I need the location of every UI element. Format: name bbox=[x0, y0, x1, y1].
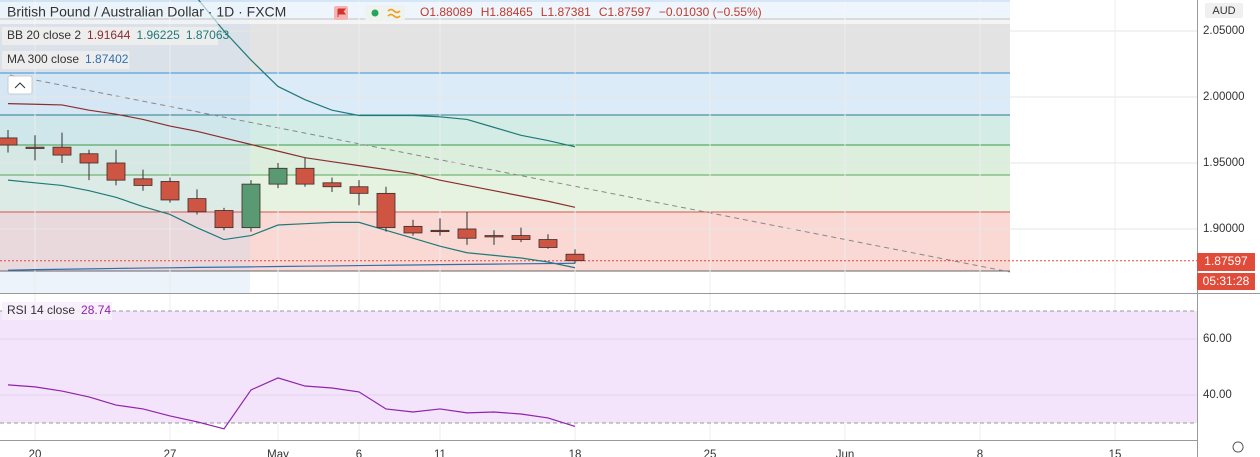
candle-body bbox=[511, 235, 531, 240]
candle-body bbox=[79, 153, 99, 164]
legend-box bbox=[2, 51, 130, 69]
settings-icon[interactable] bbox=[1232, 441, 1244, 453]
candle-body bbox=[538, 239, 558, 248]
x-tick-label: 25 bbox=[704, 449, 717, 457]
collapse-box[interactable] bbox=[7, 75, 33, 95]
indicator-reading: 1.87402 bbox=[85, 52, 129, 66]
market-open-dot bbox=[371, 9, 379, 17]
candle-body bbox=[430, 229, 450, 233]
rsi-reading: 28.74 bbox=[81, 303, 111, 317]
candle-body bbox=[187, 198, 207, 213]
indicator-reading: 1.96225 bbox=[136, 28, 180, 42]
x-tick-label: 11 bbox=[434, 449, 446, 457]
x-tick-label: 15 bbox=[1109, 449, 1122, 457]
x-tick-label: 8 bbox=[977, 449, 983, 457]
x-tick-label: 18 bbox=[569, 449, 582, 457]
legend-box bbox=[2, 302, 113, 320]
ohlc-value: H1.88465 bbox=[481, 5, 533, 19]
status-icons bbox=[365, 5, 405, 21]
indicator-line bbox=[197, 0, 576, 148]
indicator-legend: BB 20 close 2 1.91644 1.96225 1.87063 bbox=[7, 28, 230, 42]
ohlc-value: O1.88089 bbox=[420, 5, 473, 19]
indicator-line bbox=[7, 103, 576, 208]
x-tick-label: 27 bbox=[164, 449, 177, 457]
candle-body bbox=[268, 167, 288, 185]
axis: 1.90000 1.95000 2.00000 2.05000 20 27 May 6 11 18… bbox=[29, 25, 1245, 457]
indicator-reading: 1.87063 bbox=[186, 28, 230, 42]
indicator-reading: 1.91644 bbox=[87, 28, 131, 42]
ohlc-value: L1.87381 bbox=[541, 5, 591, 19]
countdown-box bbox=[1197, 273, 1255, 290]
candle-body bbox=[160, 181, 180, 201]
rsi-pane bbox=[0, 310, 1197, 430]
collapse-button[interactable] bbox=[7, 75, 33, 95]
rsi-band bbox=[0, 311, 1197, 423]
delay-icon bbox=[387, 8, 401, 19]
ohlc: O1.88089 H1.88465 L1.87381 C1.87597 −0.01030… bbox=[420, 5, 762, 19]
ohlc-value: C1.87597 bbox=[599, 5, 651, 19]
symbol: British Pound / Australian Dollar · 1D ·… bbox=[7, 4, 286, 20]
candle-body bbox=[484, 235, 504, 238]
candle-body bbox=[241, 183, 261, 229]
last-price-box bbox=[1197, 253, 1255, 271]
indicator-label: BB 20 close 2 bbox=[7, 28, 81, 42]
y-tick-label: 2.00000 bbox=[1203, 91, 1245, 103]
y-tick-label: 2.05000 bbox=[1203, 25, 1245, 37]
countdown: 05:31:28 bbox=[1203, 274, 1250, 288]
candle-body bbox=[565, 253, 585, 262]
candle-body bbox=[295, 167, 315, 185]
candle-body bbox=[403, 225, 423, 234]
candle-body bbox=[0, 137, 18, 146]
currency: AUD bbox=[1212, 5, 1235, 17]
last-price: 1.87597 bbox=[1204, 254, 1248, 268]
collapse-arrow bbox=[14, 82, 26, 89]
x-tick-label: 20 bbox=[29, 449, 42, 457]
rsi-legend: RSI 14 close 28.74 bbox=[7, 303, 111, 317]
candle-body bbox=[322, 182, 342, 188]
y-tick-label: 60.00 bbox=[1203, 333, 1232, 345]
legends: BB 20 close 2 1.91644 1.96225 1.87063 MA 300… bbox=[2, 27, 230, 320]
header: British Pound / Australian Dollar · 1D ·… bbox=[0, 2, 1010, 24]
y-tick-label: 1.90000 bbox=[1203, 223, 1245, 235]
flag bbox=[337, 8, 347, 17]
candle-body bbox=[457, 228, 477, 239]
indicator-line bbox=[7, 262, 576, 271]
plot bbox=[0, 0, 1197, 271]
candle-body bbox=[52, 146, 72, 156]
ohlc-value: −0.01030 (−0.55%) bbox=[659, 5, 762, 19]
indicator-line bbox=[7, 179, 576, 269]
candle-body bbox=[349, 186, 369, 194]
x-tick-label: May bbox=[267, 449, 289, 457]
candle-body bbox=[25, 146, 45, 149]
x-tick-label: 6 bbox=[356, 449, 362, 457]
candle-body bbox=[106, 162, 126, 181]
y-tick-label: 1.95000 bbox=[1203, 157, 1245, 169]
legend-box bbox=[2, 27, 219, 45]
indicator-label: MA 300 close bbox=[7, 52, 79, 66]
candle-body bbox=[376, 192, 396, 229]
x-tick-label: Jun bbox=[836, 449, 855, 457]
candle-body bbox=[214, 210, 234, 229]
rsi-line bbox=[7, 377, 576, 430]
y-tick-label: 40.00 bbox=[1203, 389, 1232, 401]
rsi-label: RSI 14 close bbox=[7, 303, 75, 317]
candle-body bbox=[133, 178, 153, 186]
currency-box bbox=[1205, 3, 1243, 18]
indicator-legend: MA 300 close 1.87402 bbox=[7, 52, 129, 66]
